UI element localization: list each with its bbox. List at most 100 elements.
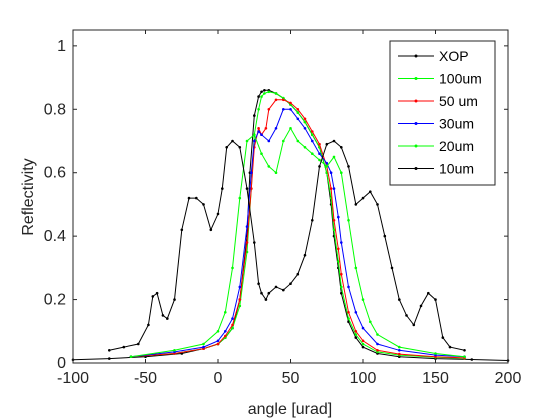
series-layer — [71, 89, 510, 362]
data-point — [253, 114, 256, 117]
data-point — [398, 345, 401, 349]
data-point — [274, 127, 278, 130]
data-point — [250, 171, 253, 174]
data-point — [296, 108, 300, 111]
data-point — [245, 139, 249, 143]
series-5 — [108, 139, 466, 352]
legend-label: 10um — [439, 161, 474, 177]
data-point — [361, 326, 365, 330]
data-point — [274, 285, 278, 289]
data-point — [260, 152, 263, 155]
legend-label: 100um — [439, 71, 482, 87]
data-point — [289, 101, 292, 105]
data-point — [108, 349, 111, 352]
data-point — [274, 92, 278, 95]
data-point — [245, 225, 249, 228]
data-point — [253, 241, 256, 244]
data-point — [354, 330, 358, 333]
data-point — [303, 127, 307, 130]
data-point — [238, 196, 242, 200]
data-point — [161, 314, 165, 317]
data-point — [303, 117, 307, 121]
data-point — [311, 152, 314, 155]
data-point — [260, 95, 263, 98]
data-point — [325, 142, 329, 146]
data-point — [383, 234, 387, 238]
data-point — [332, 187, 336, 190]
data-point — [405, 314, 408, 317]
data-point — [173, 349, 176, 352]
data-point — [303, 253, 307, 257]
data-point — [257, 130, 260, 133]
legend-marker — [414, 167, 418, 170]
data-point — [337, 260, 340, 263]
x-tick-label: 150 — [422, 370, 449, 387]
data-point — [202, 345, 205, 349]
data-point — [448, 345, 452, 349]
data-point — [340, 285, 343, 289]
data-point — [376, 342, 379, 346]
data-point — [376, 203, 379, 206]
data-point — [347, 317, 350, 320]
data-point — [337, 247, 340, 251]
legend-label: XOP — [439, 48, 469, 64]
data-point — [390, 266, 394, 270]
data-point — [325, 165, 329, 168]
data-point — [260, 291, 263, 295]
data-point — [354, 311, 358, 314]
data-point — [282, 108, 285, 111]
data-point — [231, 326, 234, 330]
data-point — [398, 298, 401, 301]
data-point — [412, 323, 416, 327]
data-point — [257, 282, 260, 286]
data-point — [274, 98, 278, 102]
data-point — [311, 139, 314, 143]
data-point — [332, 139, 336, 143]
data-point — [187, 196, 191, 200]
data-point — [245, 187, 249, 190]
data-point — [238, 285, 242, 289]
data-point — [238, 146, 242, 149]
data-point — [257, 127, 260, 130]
data-point — [354, 333, 358, 336]
data-point — [221, 187, 224, 190]
x-tick-label: 100 — [350, 370, 377, 387]
data-point — [267, 139, 271, 143]
y-tick-label: 1 — [57, 38, 66, 55]
data-point — [231, 266, 234, 270]
data-point — [332, 219, 336, 222]
data-point — [332, 155, 336, 159]
data-point — [361, 298, 365, 301]
data-point — [434, 298, 437, 301]
data-point — [238, 298, 242, 301]
data-point — [224, 334, 227, 338]
legend-box — [389, 40, 496, 186]
legend-marker — [414, 99, 418, 103]
x-tick-label: 200 — [495, 370, 522, 387]
data-point — [318, 142, 321, 146]
data-point — [263, 92, 266, 95]
data-point — [340, 241, 343, 244]
data-point — [296, 139, 300, 143]
data-point — [267, 291, 271, 295]
data-point — [369, 190, 372, 193]
y-tick-label: 0 — [57, 355, 66, 372]
data-point — [347, 165, 350, 168]
data-point — [340, 146, 343, 149]
data-point — [337, 215, 340, 219]
data-point — [354, 266, 358, 270]
data-point — [267, 165, 271, 168]
legend-marker — [414, 54, 418, 58]
legend-marker — [414, 77, 418, 80]
series-1 — [129, 90, 466, 360]
data-point — [108, 357, 111, 360]
y-tick-label: 0.8 — [44, 101, 66, 118]
data-point — [257, 95, 260, 98]
data-point — [257, 108, 260, 111]
series-3 — [129, 108, 466, 359]
data-point — [180, 228, 184, 232]
data-point — [253, 133, 256, 136]
data-point — [347, 311, 350, 314]
x-axis-label: angle [urad] — [248, 401, 333, 418]
data-point — [231, 323, 234, 327]
